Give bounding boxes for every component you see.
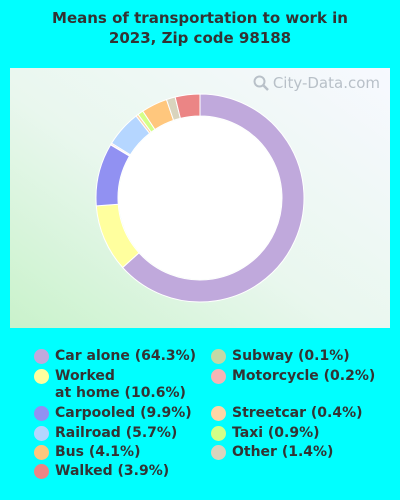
legend-label: Worked at home (10.6%) (55, 368, 186, 401)
legend-label: Taxi (0.9%) (232, 425, 320, 441)
watermark-text: City-Data.com (272, 74, 380, 92)
legend-label: Carpooled (9.9%) (55, 405, 192, 421)
legend-swatch (34, 406, 49, 421)
donut-chart (95, 93, 305, 303)
legend-label: Subway (0.1%) (232, 348, 350, 364)
legend-label: Walked (3.9%) (55, 463, 170, 479)
legend-swatch (34, 426, 49, 441)
legend-label: Railroad (5.7%) (55, 425, 178, 441)
legend-swatch (211, 426, 226, 441)
donut-slice-car (121, 93, 305, 303)
legend-swatch (34, 464, 49, 479)
legend-label: Car alone (64.3%) (55, 348, 197, 364)
legend-swatch (211, 406, 226, 421)
donut-hole (118, 116, 282, 280)
legend-swatch (211, 349, 226, 364)
chart-plot-area: City-Data.com (10, 68, 390, 328)
watermark: City-Data.com (253, 74, 380, 92)
legend-label: Other (1.4%) (232, 444, 334, 460)
legend-label: Motorcycle (0.2%) (232, 368, 376, 384)
donut-slice-walked (174, 93, 201, 119)
legend-label: Bus (4.1%) (55, 444, 141, 460)
legend-swatch (34, 349, 49, 364)
legend-swatch (34, 369, 49, 384)
legend-swatch (34, 445, 49, 460)
magnifier-icon (253, 75, 269, 91)
legend-swatch (211, 445, 226, 460)
chart-title: Means of transportation to work in 2023,… (52, 9, 348, 47)
legend-label: Streetcar (0.4%) (232, 405, 363, 421)
legend-swatch (211, 369, 226, 384)
